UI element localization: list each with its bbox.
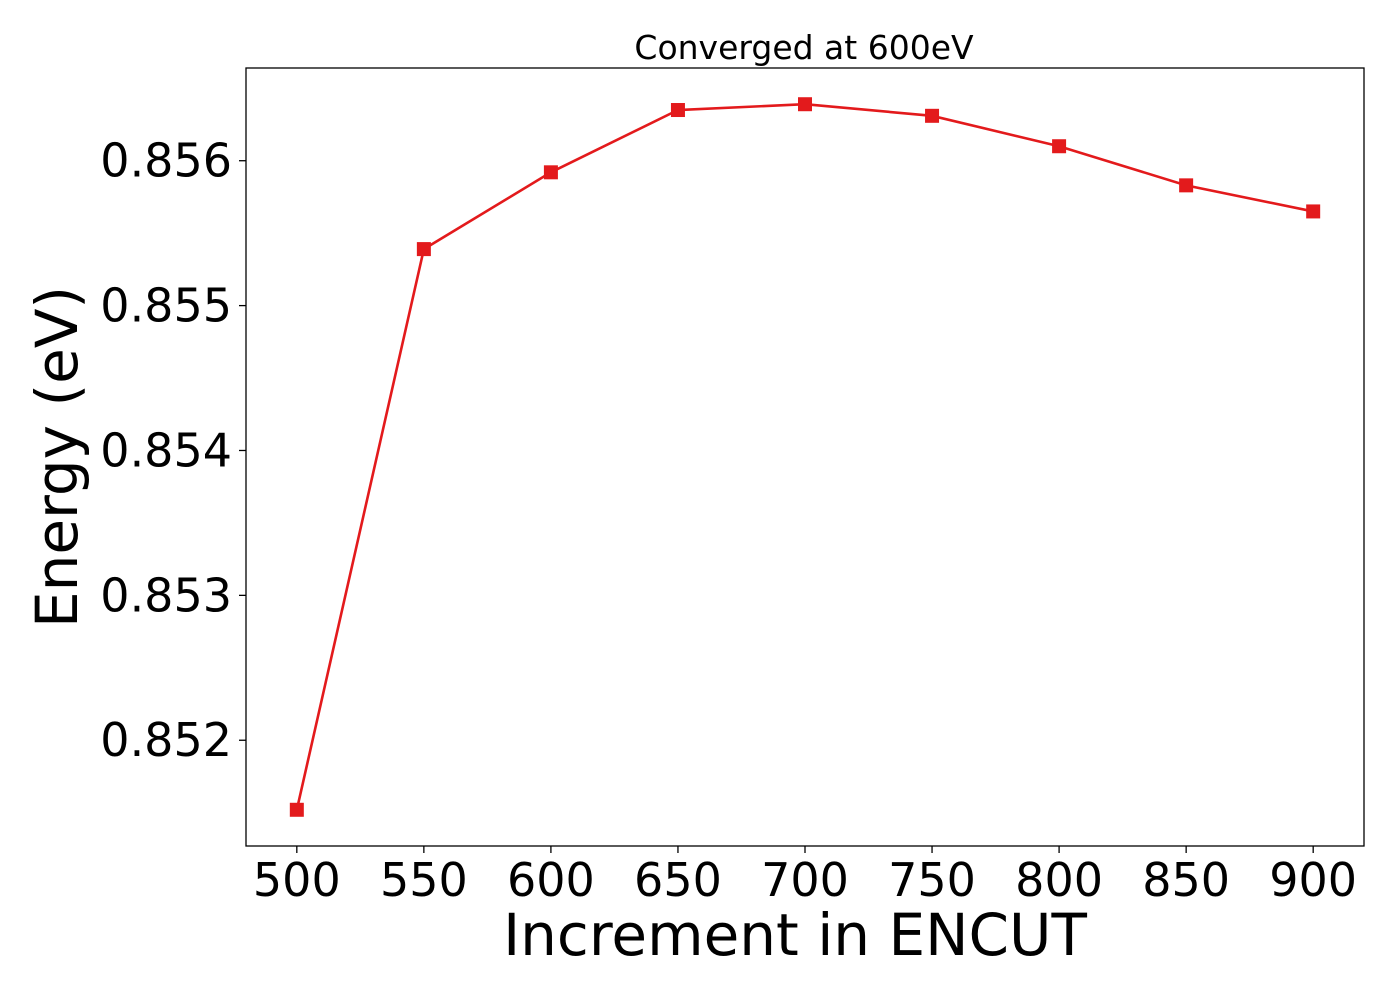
data-point xyxy=(925,108,940,123)
x-axis: 500 550 600 650 700 750 800 850 900 xyxy=(253,846,1357,907)
x-tick-label: 500 xyxy=(253,853,341,907)
y-tick-label: 0.853 xyxy=(100,568,232,622)
y-axis: 0.852 0.853 0.854 0.855 0.856 xyxy=(100,134,246,767)
data-point xyxy=(543,165,558,180)
x-tick-label: 700 xyxy=(761,853,849,907)
y-tick-label: 0.855 xyxy=(100,279,232,333)
plot-frame xyxy=(245,67,1365,847)
x-tick-label: 900 xyxy=(1269,853,1357,907)
x-axis-label: Increment in ENCUT xyxy=(503,901,1087,969)
x-tick-label: 800 xyxy=(1015,853,1103,907)
x-tick-label: 600 xyxy=(507,853,595,907)
y-tick-label: 0.856 xyxy=(100,134,232,188)
x-tick-label: 650 xyxy=(634,853,722,907)
chart-title: Converged at 600eV xyxy=(634,28,974,67)
data-point xyxy=(1306,204,1321,219)
data-point xyxy=(416,242,431,257)
data-point xyxy=(1179,178,1194,193)
series-line xyxy=(295,102,1314,811)
series-layer xyxy=(289,97,1321,817)
y-tick-label: 0.854 xyxy=(100,423,232,477)
data-point xyxy=(670,103,685,118)
x-tick-label: 750 xyxy=(888,853,976,907)
y-tick-label: 0.852 xyxy=(100,713,232,767)
x-tick-label: 550 xyxy=(380,853,468,907)
data-point xyxy=(1052,139,1067,154)
y-axis-label: Energy (eV) xyxy=(23,286,91,628)
data-point xyxy=(289,802,304,817)
data-point xyxy=(798,97,812,112)
x-tick-label: 850 xyxy=(1142,853,1230,907)
